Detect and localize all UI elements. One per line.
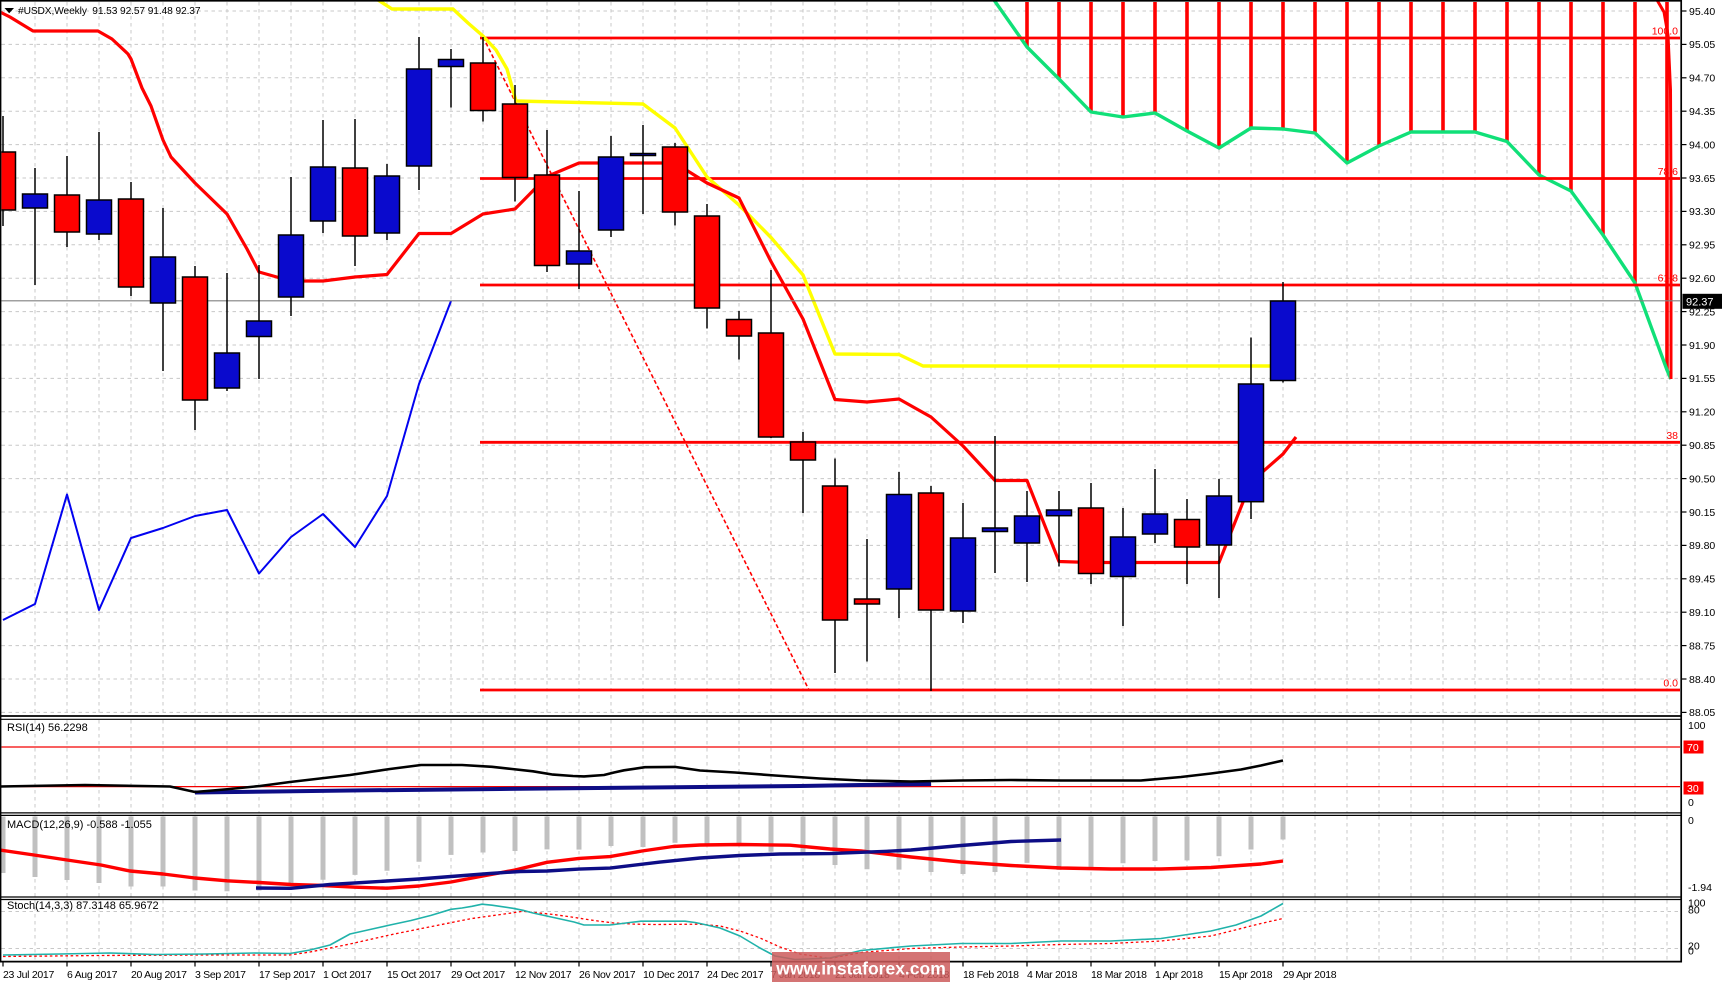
svg-text:88.75: 88.75 [1689, 640, 1715, 652]
svg-text:90.50: 90.50 [1689, 473, 1715, 485]
svg-text:94.70: 94.70 [1689, 73, 1715, 85]
svg-text:88.40: 88.40 [1689, 674, 1715, 686]
svg-text:24 Dec 2017: 24 Dec 2017 [707, 969, 764, 981]
svg-text:26 Nov 2017: 26 Nov 2017 [579, 969, 636, 981]
svg-text:6 Aug 2017: 6 Aug 2017 [67, 969, 118, 981]
svg-text:20 Aug 2017: 20 Aug 2017 [131, 969, 187, 981]
svg-text:61.8: 61.8 [1658, 273, 1679, 285]
svg-text:#USDX,Weekly 91.53 92.57 91.4: #USDX,Weekly 91.53 92.57 91.48 92.37 [18, 6, 201, 17]
svg-text:93.30: 93.30 [1689, 206, 1715, 218]
svg-text:92.95: 92.95 [1689, 240, 1715, 252]
svg-text:18 Mar 2018: 18 Mar 2018 [1091, 969, 1147, 981]
svg-text:78.6: 78.6 [1658, 166, 1679, 178]
svg-text:80: 80 [1688, 905, 1700, 917]
svg-text:1 Apr 2018: 1 Apr 2018 [1155, 969, 1203, 981]
svg-text:95.40: 95.40 [1689, 6, 1715, 18]
svg-text:29 Apr 2018: 29 Apr 2018 [1283, 969, 1337, 981]
svg-text:12 Nov 2017: 12 Nov 2017 [515, 969, 572, 981]
svg-text:17 Sep 2017: 17 Sep 2017 [259, 969, 316, 981]
svg-text:3 Sep 2017: 3 Sep 2017 [195, 969, 246, 981]
svg-text:4 Mar 2018: 4 Mar 2018 [1027, 969, 1078, 981]
svg-text:15 Apr 2018: 15 Apr 2018 [1219, 969, 1273, 981]
svg-text:91.90: 91.90 [1689, 340, 1715, 352]
svg-text:0: 0 [1688, 815, 1694, 827]
svg-text:15 Oct 2017: 15 Oct 2017 [387, 969, 441, 981]
svg-text:94.00: 94.00 [1689, 139, 1715, 151]
svg-text:www.instaforex.com: www.instaforex.com [775, 959, 946, 979]
svg-text:30: 30 [1687, 783, 1699, 795]
svg-text:89.10: 89.10 [1689, 607, 1715, 619]
svg-text:94.35: 94.35 [1689, 106, 1715, 118]
svg-text:92.60: 92.60 [1689, 273, 1715, 285]
svg-text:70: 70 [1687, 742, 1699, 754]
svg-text:90.15: 90.15 [1689, 507, 1715, 519]
svg-text:89.80: 89.80 [1689, 540, 1715, 552]
svg-text:0.0: 0.0 [1663, 678, 1678, 690]
svg-text:29 Oct 2017: 29 Oct 2017 [451, 969, 505, 981]
svg-text:92.37: 92.37 [1686, 297, 1714, 309]
svg-text:92.25: 92.25 [1689, 306, 1715, 318]
svg-text:38: 38 [1666, 430, 1678, 442]
svg-text:91.20: 91.20 [1689, 407, 1715, 419]
svg-text:100: 100 [1688, 720, 1706, 732]
svg-text:Stoch(14,3,3) 87.3148 65.9672: Stoch(14,3,3) 87.3148 65.9672 [7, 900, 159, 912]
svg-text:0: 0 [1688, 797, 1694, 809]
svg-text:95.05: 95.05 [1689, 39, 1715, 51]
svg-text:100.0: 100.0 [1652, 26, 1678, 38]
svg-text:10 Dec 2017: 10 Dec 2017 [643, 969, 700, 981]
svg-text:91.55: 91.55 [1689, 373, 1715, 385]
svg-text:89.45: 89.45 [1689, 574, 1715, 586]
svg-text:1 Oct 2017: 1 Oct 2017 [323, 969, 372, 981]
svg-text:18 Feb 2018: 18 Feb 2018 [963, 969, 1019, 981]
svg-text:MACD(12,26,9) -0.588 -1.055: MACD(12,26,9) -0.588 -1.055 [7, 819, 152, 831]
svg-text:23 Jul 2017: 23 Jul 2017 [3, 969, 54, 981]
svg-text:100: 100 [1688, 898, 1706, 910]
svg-text:88.05: 88.05 [1689, 707, 1715, 719]
svg-text:20: 20 [1688, 941, 1700, 953]
svg-text:-1.94: -1.94 [1688, 882, 1712, 894]
svg-text:90.85: 90.85 [1689, 440, 1715, 452]
svg-text:RSI(14) 56.2298: RSI(14) 56.2298 [7, 722, 88, 734]
svg-text:93.65: 93.65 [1689, 173, 1715, 185]
svg-text:0: 0 [1688, 946, 1694, 958]
